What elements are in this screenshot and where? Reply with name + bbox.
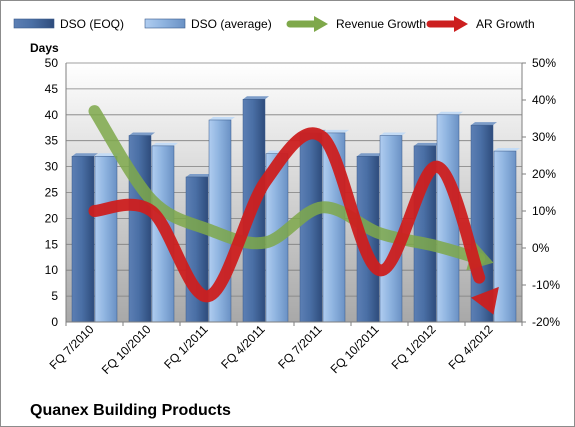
series-line — [88, 105, 486, 265]
y2-tick-label: -20% — [532, 315, 560, 329]
y2-tick-label: 50% — [532, 56, 556, 70]
y2-tick-label: 0% — [532, 241, 550, 255]
y2-tick-label: 40% — [532, 93, 556, 107]
legend-label: AR Growth — [476, 17, 535, 31]
bar-top — [72, 153, 98, 157]
bar — [71, 155, 95, 323]
legend-swatch-arrow — [314, 16, 328, 32]
bar-top — [186, 173, 212, 177]
y-tick-label: 10 — [45, 263, 59, 277]
legend-swatch — [144, 18, 186, 29]
bar-top — [437, 111, 463, 115]
bar-top — [323, 129, 349, 133]
y2-tick-label: -10% — [532, 278, 560, 292]
series-line — [88, 127, 486, 303]
y-tick-label: 5 — [51, 289, 58, 303]
y-tick-label: 20 — [45, 211, 59, 225]
bar-top — [414, 142, 440, 146]
y-tick-label: 45 — [45, 82, 59, 96]
bar-top — [209, 116, 235, 120]
bar — [436, 114, 460, 323]
y-tick-label: 25 — [45, 186, 59, 200]
bar — [493, 150, 517, 323]
chart-title: Quanex Building Products — [30, 402, 231, 419]
bar-top — [471, 122, 497, 126]
series-arrowhead — [470, 286, 499, 315]
bar-top — [380, 132, 406, 136]
y-tick-label: 50 — [45, 56, 59, 70]
bar-top — [494, 148, 520, 152]
y-tick-label: 40 — [45, 108, 59, 122]
y-tick-label: 35 — [45, 134, 59, 148]
bar — [94, 155, 118, 323]
y-axis-label: Days — [30, 41, 59, 55]
y2-tick-label: 20% — [532, 167, 556, 181]
legend-label: Revenue Growth — [336, 17, 426, 31]
bar-top — [357, 153, 383, 157]
legend-swatch-arrow — [454, 16, 468, 32]
legend-label: DSO (EOQ) — [60, 17, 124, 31]
y-tick-label: 15 — [45, 237, 59, 251]
y2-tick-label: 10% — [532, 204, 556, 218]
y-tick-label: 30 — [45, 160, 59, 174]
legend-label: DSO (average) — [191, 17, 272, 31]
legend: DSO (EOQ) DSO (average) Revenue Growth AR G… — [13, 16, 535, 32]
legend-swatch — [13, 18, 55, 29]
y2-tick-label: 30% — [532, 130, 556, 144]
bar-top — [243, 96, 269, 100]
y-tick-label: 0 — [51, 315, 58, 329]
bar-top — [129, 132, 155, 136]
lines-group — [88, 105, 499, 315]
bar — [299, 132, 323, 323]
bar-top — [152, 142, 178, 146]
